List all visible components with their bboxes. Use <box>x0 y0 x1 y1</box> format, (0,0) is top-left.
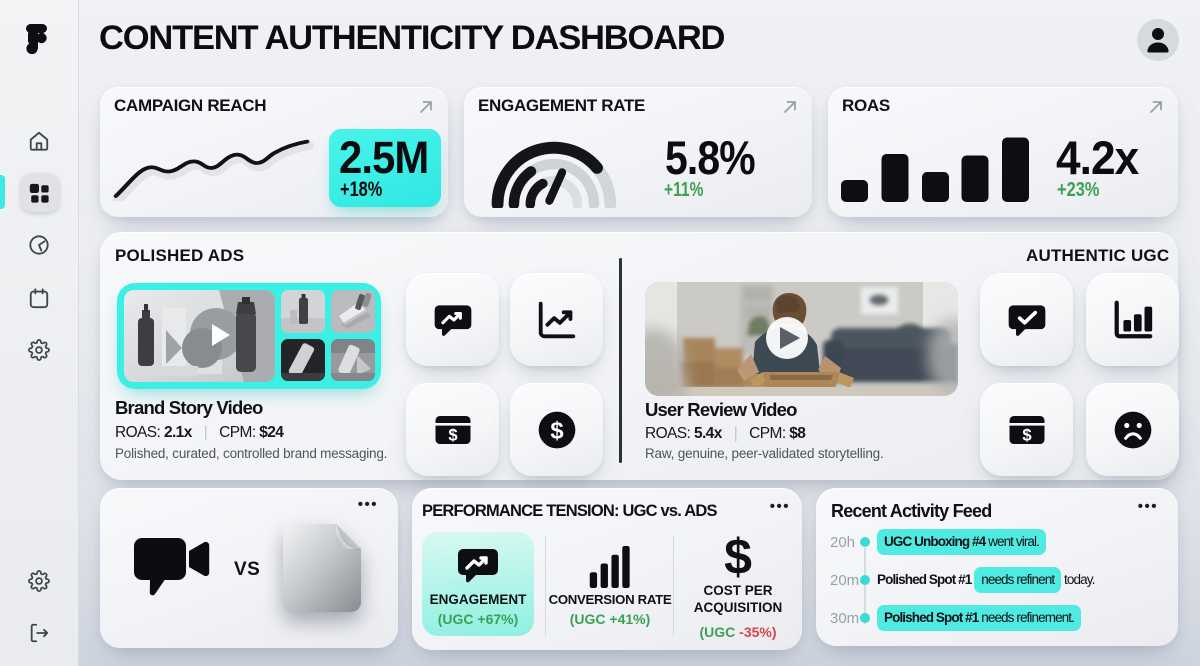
svg-text:$: $ <box>550 417 563 444</box>
svg-text:$: $ <box>448 425 457 444</box>
svg-text:$: $ <box>1022 425 1031 444</box>
